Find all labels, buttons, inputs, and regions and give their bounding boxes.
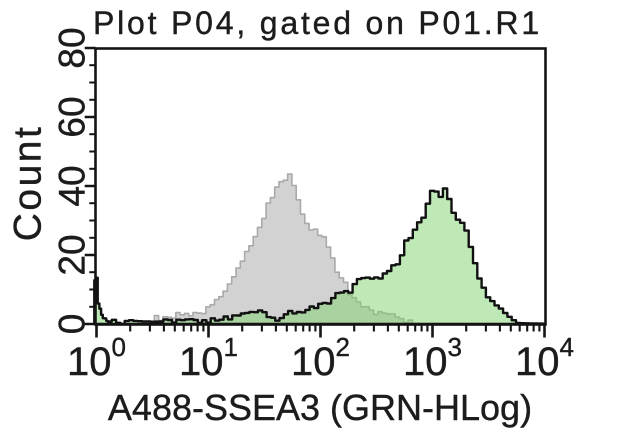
svg-text:Count: Count (7, 125, 50, 242)
svg-text:101: 101 (179, 332, 238, 384)
svg-text:102: 102 (291, 332, 350, 384)
svg-text:104: 104 (515, 332, 574, 384)
svg-text:Plot P04, gated on P01.R1: Plot P04, gated on P01.R1 (93, 5, 542, 41)
svg-text:0: 0 (52, 314, 93, 335)
svg-text:60: 60 (52, 96, 93, 137)
svg-text:A488-SSEA3 (GRN-HLog): A488-SSEA3 (GRN-HLog) (108, 387, 532, 428)
